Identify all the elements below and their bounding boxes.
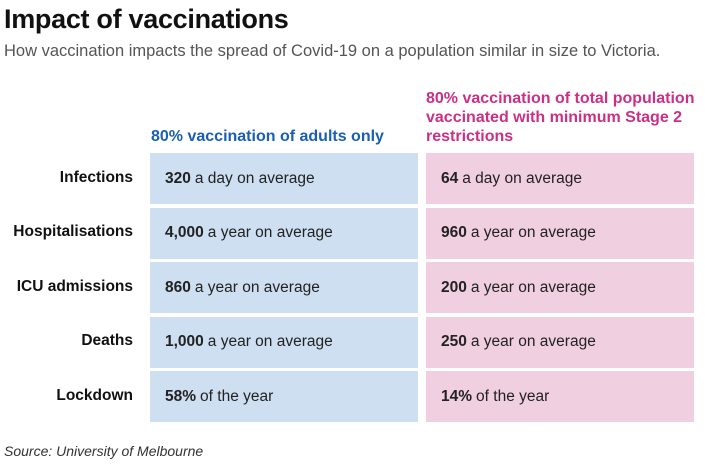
cell-left-lockdown: 58% of the year (150, 371, 418, 422)
cell-text: a year on average (470, 333, 596, 350)
source-note: Source: University of Melbourne (4, 443, 204, 459)
cell-value: 58% (165, 387, 197, 405)
cell-right-infections: 64 a day on average (426, 153, 694, 204)
cell-text: a year on average (207, 224, 333, 241)
cell-text: of the year (200, 387, 274, 405)
cell-right-icu-admissions: 200 a year on average (426, 262, 694, 313)
cell-text: a year on average (207, 333, 333, 350)
cell-left-infections: 320 a day on average (150, 153, 418, 204)
cell-value: 200 (441, 278, 467, 296)
chart-subtitle: How vaccination impacts the spread of Co… (4, 42, 661, 60)
cell-text: a year on average (470, 224, 596, 241)
cell-right-lockdown: 14% of the year (426, 371, 694, 422)
cell-right-deaths: 250 a year on average (426, 316, 694, 368)
cell-left-hospitalisations: 4,000 a year on average (150, 207, 418, 259)
cell-value: 64 (441, 169, 459, 187)
cell-value: 860 (165, 278, 191, 296)
cell-value: 320 (165, 169, 191, 187)
column-header-adults-only: 80% vaccination of adults only (151, 128, 384, 145)
row-label-deaths: Deaths (81, 332, 133, 349)
row-label-icu-admissions: ICU admissions (16, 277, 133, 295)
cell-value: 14% (441, 387, 473, 405)
cell-value: 4,000 (165, 224, 204, 241)
cell-text: of the year (476, 387, 550, 405)
cell-value: 1,000 (165, 333, 204, 350)
cell-left-icu-admissions: 860 a year on average (150, 262, 418, 313)
cell-right-hospitalisations: 960 a year on average (426, 207, 694, 259)
cell-value: 250 (441, 333, 467, 350)
row-label-infections: Infections (59, 168, 133, 186)
cell-value: 960 (441, 224, 467, 241)
cell-left-deaths: 1,000 a year on average (150, 316, 418, 368)
column-header-total-population: 80% vaccination of total population vacc… (426, 90, 695, 145)
row-label-hospitalisations: Hospitalisations (13, 223, 133, 240)
row-label-lockdown: Lockdown (56, 386, 133, 404)
cell-text: a year on average (194, 278, 320, 296)
cell-text: a year on average (470, 278, 596, 296)
chart-title: Impact of vaccinations (4, 4, 289, 34)
cell-text: a day on average (194, 169, 315, 187)
cell-text: a day on average (462, 169, 583, 187)
